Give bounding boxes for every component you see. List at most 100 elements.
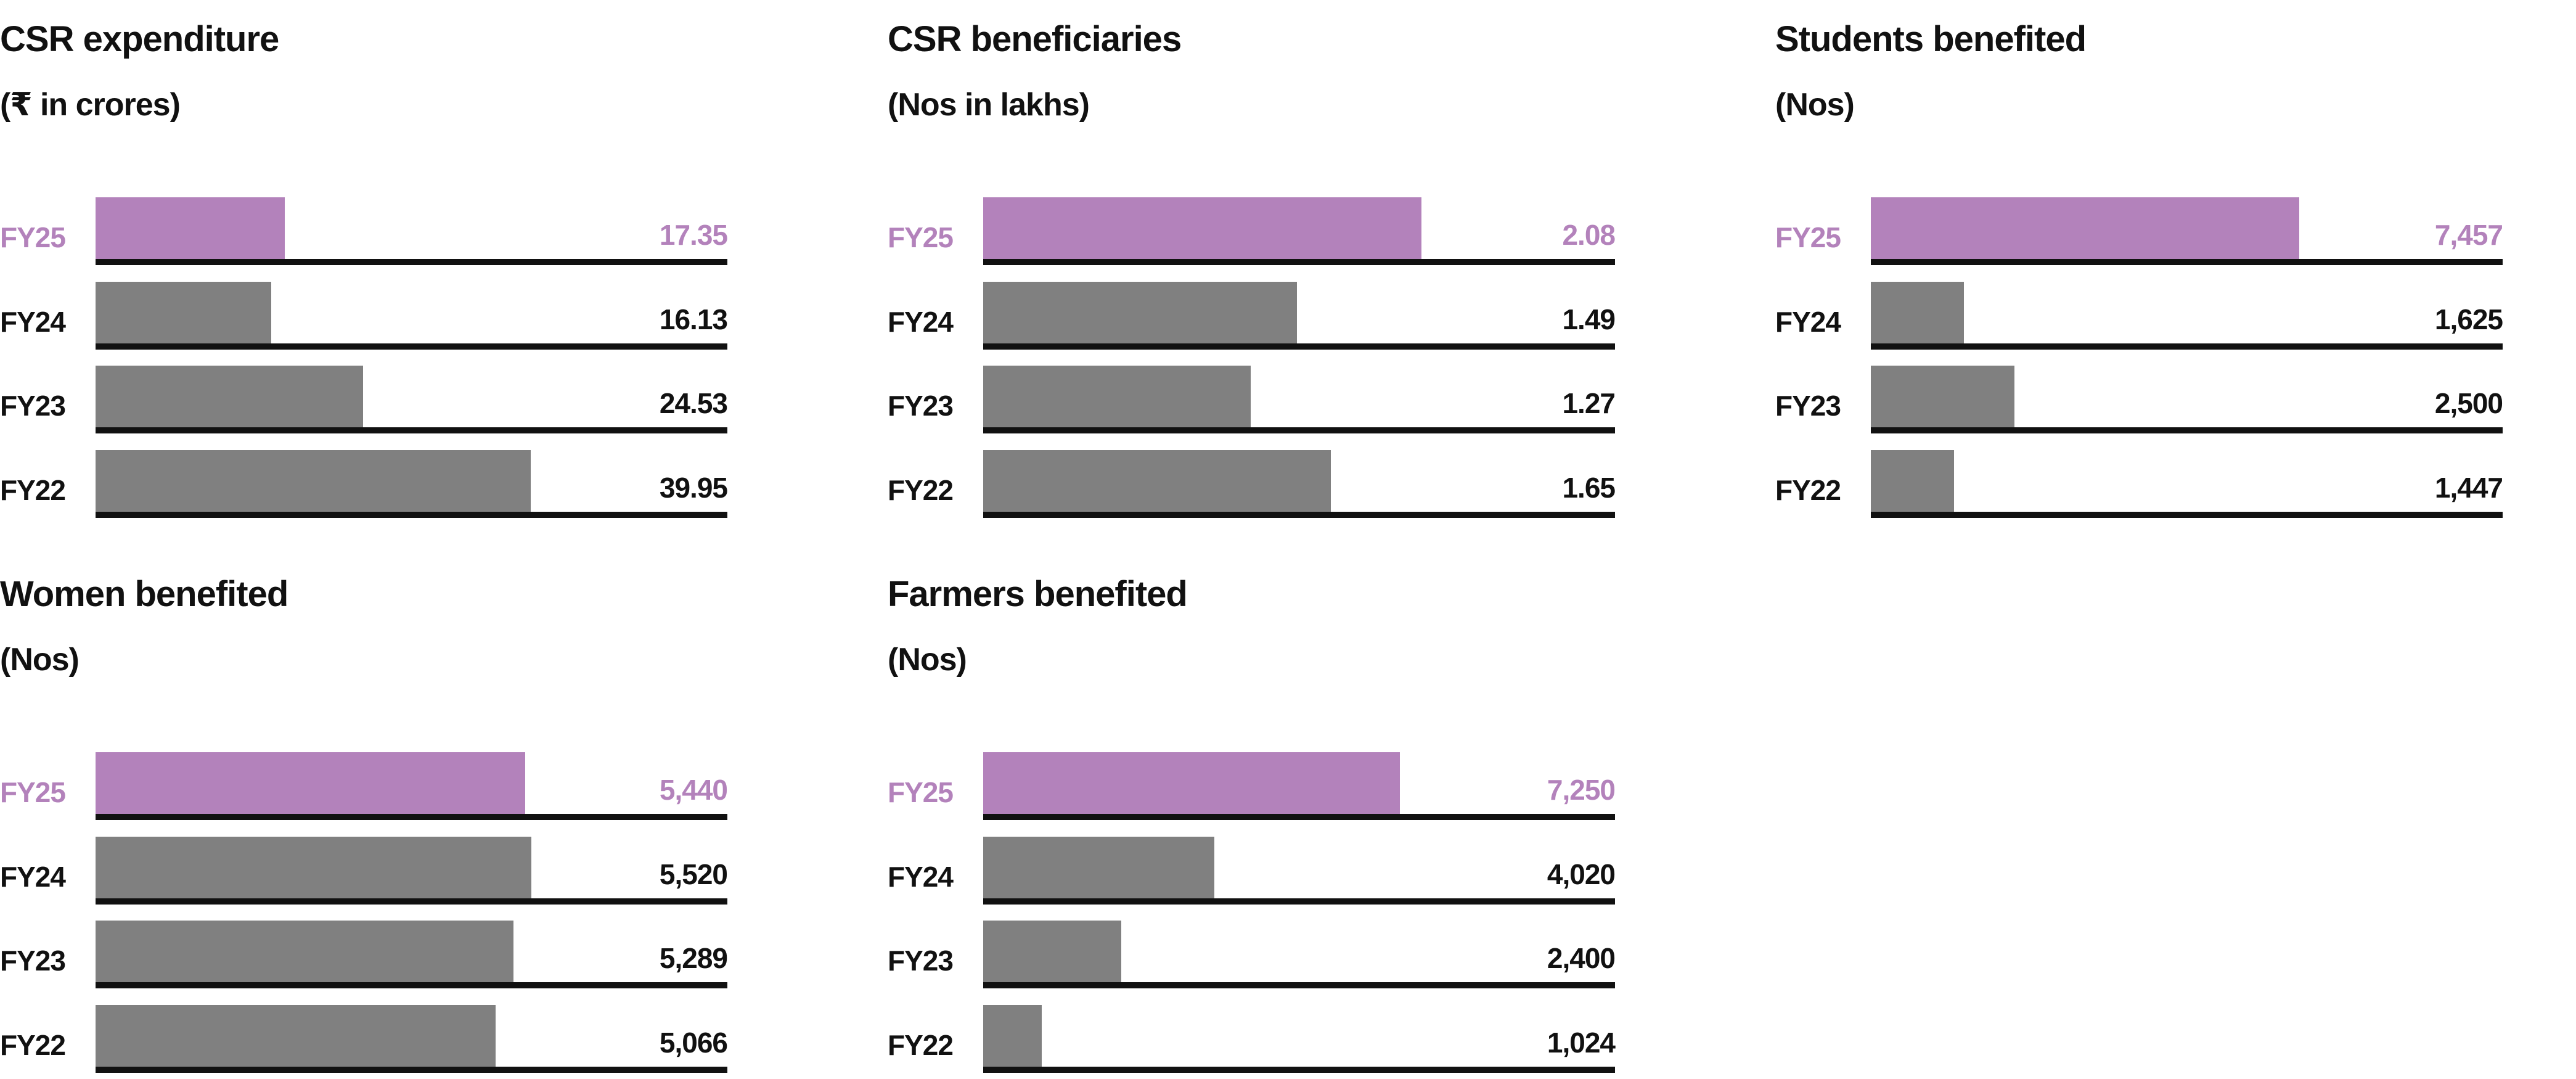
panel-students-benefited: Students benefited (Nos) FY25 7,457 FY24 1,62…	[1775, 18, 2503, 524]
bar-row: FY22 1.65	[888, 450, 1616, 518]
baseline	[1871, 512, 2503, 518]
chart-title: CSR expenditure	[0, 19, 279, 59]
value-label: 5,440	[659, 774, 728, 806]
bar-row: FY24 16.13	[0, 282, 728, 350]
category-label: FY22	[1775, 474, 1841, 506]
bar	[1871, 450, 1954, 512]
bar	[983, 366, 1251, 427]
category-label: FY24	[888, 306, 954, 338]
bar-track	[96, 752, 727, 820]
baseline	[983, 814, 1615, 820]
category-label: FY24	[888, 861, 954, 893]
category-label: FY24	[1775, 306, 1841, 338]
baseline	[96, 1067, 727, 1073]
bar-track	[96, 450, 727, 518]
value-label: 2,500	[2434, 387, 2503, 419]
value-label: 7,457	[2434, 219, 2503, 251]
bar-track	[983, 282, 1615, 350]
value-label: 1,024	[1547, 1027, 1616, 1059]
bar-row: FY22 5,066	[0, 1005, 728, 1073]
category-label: FY22	[888, 474, 954, 506]
baseline	[96, 898, 727, 905]
baseline	[96, 427, 727, 433]
bar	[983, 450, 1331, 512]
category-label: FY22	[0, 474, 66, 506]
category-label: FY23	[888, 945, 954, 977]
bar	[983, 921, 1121, 982]
bar-row: FY22 1,447	[1775, 450, 2503, 518]
bar-row: FY25 17.35	[0, 197, 728, 265]
category-label: FY25	[0, 776, 66, 808]
category-label: FY25	[0, 221, 66, 253]
bar-track	[96, 197, 727, 265]
value-label: 4,020	[1547, 858, 1616, 890]
bar	[1871, 197, 2299, 259]
bar	[96, 752, 525, 814]
category-label: FY25	[888, 776, 954, 808]
bar	[983, 1005, 1042, 1067]
value-label: 5,066	[659, 1027, 728, 1059]
category-label: FY23	[0, 945, 66, 977]
chart-title: Women benefited	[0, 574, 288, 614]
bar	[96, 197, 285, 259]
baseline	[1871, 343, 2503, 350]
bar-row: FY23 1.27	[888, 366, 1616, 433]
baseline	[983, 259, 1615, 265]
bar-row: FY22 1,024	[888, 1005, 1616, 1073]
bar-row: FY23 2,500	[1775, 366, 2503, 433]
bar-track	[983, 837, 1615, 905]
panel-farmers-benefited: Farmers benefited (Nos) FY25 7,250 FY24 4,020…	[888, 573, 1616, 1079]
baseline	[96, 343, 727, 350]
bar	[96, 366, 363, 427]
value-label: 2,400	[1547, 942, 1616, 974]
bar-track	[96, 837, 727, 905]
bar-track	[96, 366, 727, 433]
bar-track	[983, 752, 1615, 820]
bar	[983, 197, 1421, 259]
bar	[983, 837, 1214, 898]
bar-track	[1871, 450, 2503, 518]
value-label: 1,447	[2434, 472, 2503, 504]
category-label: FY24	[0, 861, 66, 893]
chart-subtitle: (₹ in crores)	[0, 87, 181, 123]
baseline	[983, 898, 1615, 905]
chart-title: CSR beneficiaries	[888, 19, 1182, 59]
category-label: FY25	[888, 221, 954, 253]
bar	[983, 282, 1298, 343]
baseline	[983, 982, 1615, 988]
bar	[96, 837, 532, 898]
panel-csr-expenditure: CSR expenditure (₹ in crores) FY25 17.35 FY2…	[0, 18, 728, 524]
baseline	[1871, 427, 2503, 433]
baseline	[983, 512, 1615, 518]
value-label: 5,520	[659, 858, 728, 890]
panel-csr-beneficiaries: CSR beneficiaries (Nos in lakhs) FY25 2.08 F…	[888, 18, 1616, 524]
value-label: 7,250	[1547, 774, 1616, 806]
bar-row: FY23 5,289	[0, 921, 728, 988]
chart-subtitle: (Nos)	[888, 642, 967, 678]
value-label: 5,289	[659, 942, 728, 974]
chart-title: Farmers benefited	[888, 574, 1188, 614]
chart-subtitle: (Nos in lakhs)	[888, 87, 1090, 123]
bar	[96, 282, 272, 343]
value-label: 2.08	[1562, 219, 1616, 251]
bar-row: FY24 5,520	[0, 837, 728, 905]
bar-track	[96, 921, 727, 988]
category-label: FY23	[1775, 390, 1841, 422]
value-label: 1,625	[2434, 303, 2503, 335]
chart-title: Students benefited	[1775, 19, 2087, 59]
baseline	[983, 343, 1615, 350]
baseline	[96, 814, 727, 820]
bar-track	[96, 282, 727, 350]
value-label: 16.13	[659, 303, 728, 335]
baseline	[1871, 259, 2503, 265]
bar-track	[983, 450, 1615, 518]
value-label: 1.49	[1562, 303, 1616, 335]
bar-row: FY25 7,457	[1775, 197, 2503, 265]
bar-row: FY25 7,250	[888, 752, 1616, 820]
bar	[983, 752, 1400, 814]
value-label: 17.35	[659, 219, 728, 251]
bar	[1871, 366, 2014, 427]
bar-row: FY24 4,020	[888, 837, 1616, 905]
bar-row: FY25 5,440	[0, 752, 728, 820]
value-label: 24.53	[659, 387, 728, 419]
